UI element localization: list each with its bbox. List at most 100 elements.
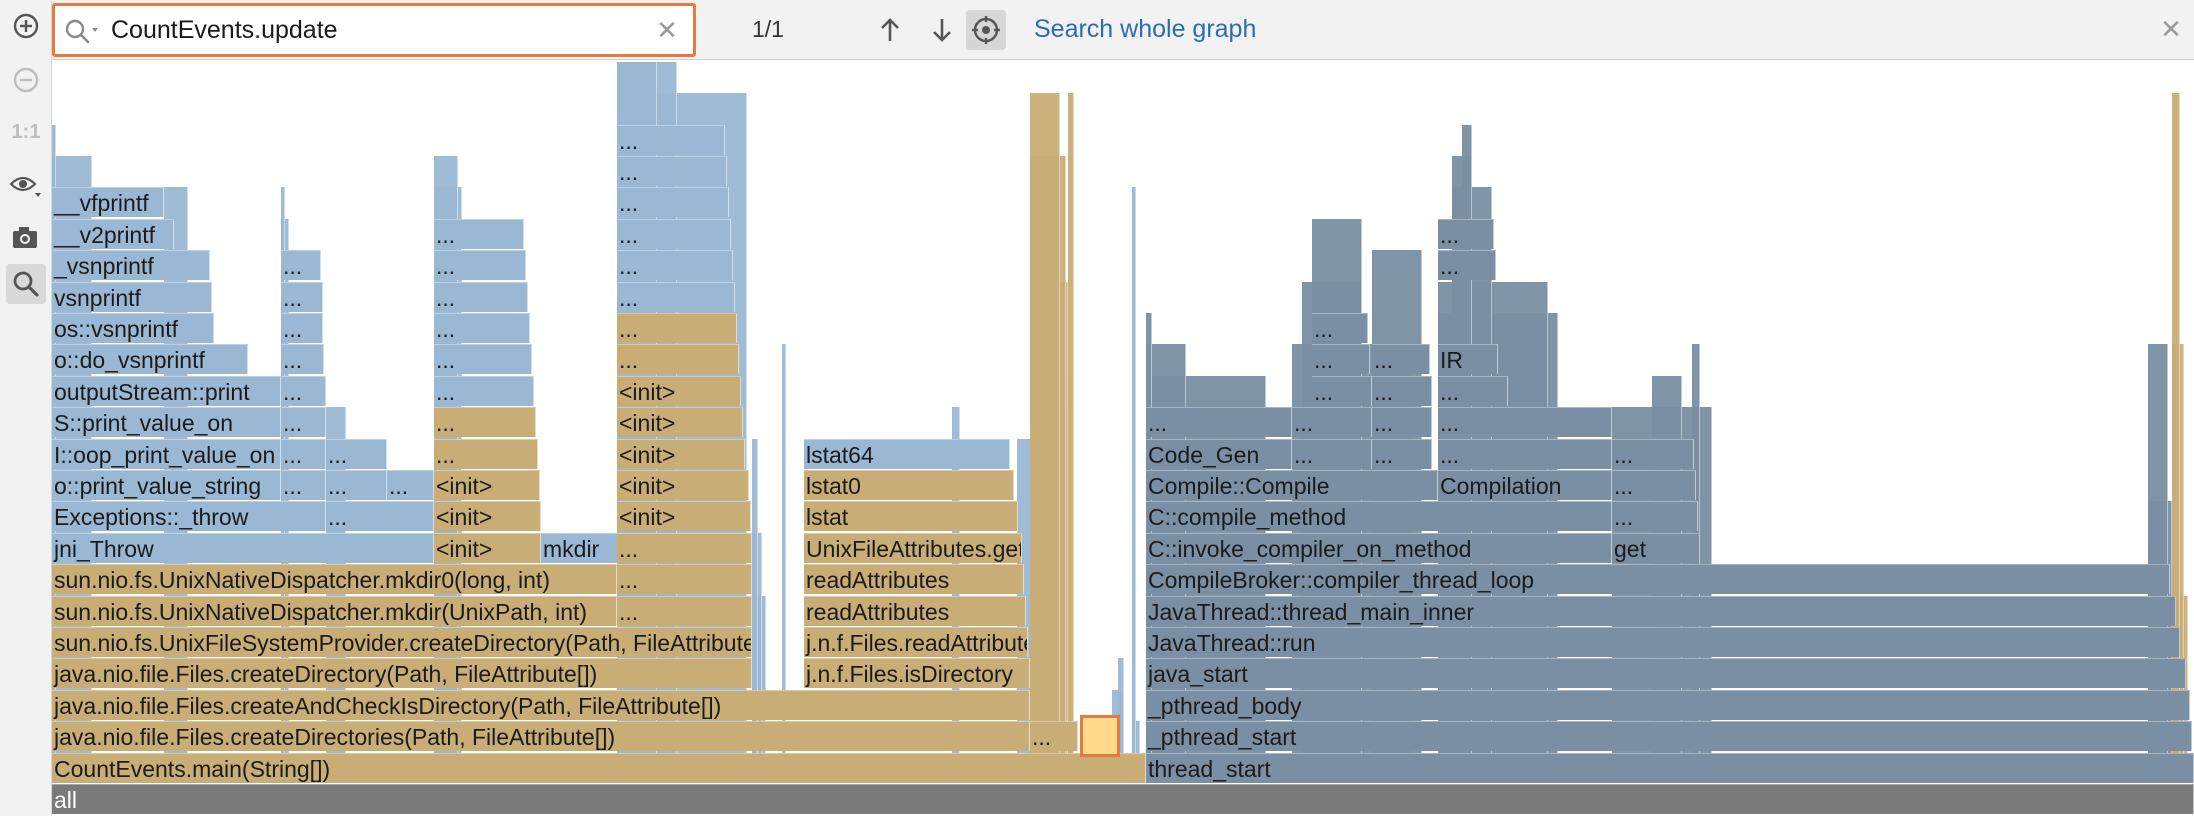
- flame-sliver[interactable]: [1132, 721, 1140, 754]
- flame-frame[interactable]: thread_start: [1146, 752, 2194, 783]
- previous-occurrence-button[interactable]: [870, 10, 910, 50]
- flame-frame[interactable]: ...: [617, 281, 735, 312]
- flame-frame[interactable]: os::vsnprintf: [52, 313, 214, 343]
- flame-frame[interactable]: CompileBroker::compiler_thread_loop: [1146, 564, 2170, 595]
- flame-frame[interactable]: ...: [617, 218, 731, 249]
- flame-frame[interactable]: ...: [434, 438, 538, 469]
- root-frame[interactable]: all: [52, 784, 2194, 814]
- flame-frame[interactable]: ...: [326, 470, 387, 500]
- flame-frame[interactable]: lstat: [804, 501, 1018, 532]
- flame-frame[interactable]: <init>: [617, 375, 741, 406]
- flame-frame[interactable]: ...: [326, 501, 434, 532]
- flame-frame[interactable]: <init>: [434, 532, 541, 563]
- flame-frame[interactable]: sun.nio.fs.UnixNativeDispatcher.mkdir0(l…: [52, 564, 617, 595]
- flame-frame[interactable]: ...: [281, 344, 324, 375]
- flame-frame[interactable]: ...: [617, 344, 739, 375]
- flame-frame[interactable]: Compilation: [1438, 470, 1612, 500]
- flame-graph[interactable]: all CountEvents.main(String[]) thread_sta…: [52, 62, 2194, 816]
- flame-frame[interactable]: ...: [1612, 501, 1698, 532]
- flame-frame[interactable]: ...: [617, 595, 752, 626]
- flame-frame[interactable]: ...: [1372, 438, 1432, 469]
- flame-frame[interactable]: ...: [1438, 218, 1494, 249]
- flame-frame[interactable]: <init>: [617, 438, 745, 469]
- flame-frame[interactable]: ...: [434, 344, 532, 375]
- flame-frame[interactable]: java.nio.file.Files.createDirectories(Pa…: [52, 721, 1030, 752]
- zoom-in-button[interactable]: [6, 6, 46, 46]
- flame-frame[interactable]: CountEvents.main(String[]): [52, 752, 1146, 783]
- flame-frame[interactable]: jni_Throw: [52, 532, 434, 563]
- flame-frame[interactable]: UnixFileAttributes.get: [804, 532, 1022, 563]
- search-toggle-button[interactable]: [6, 264, 46, 304]
- flame-frame[interactable]: ...: [281, 375, 326, 406]
- flame-frame[interactable]: Exceptions::_throw: [52, 501, 326, 532]
- flame-frame[interactable]: _pthread_body: [1146, 689, 2190, 720]
- flame-frame[interactable]: <init>: [617, 470, 749, 500]
- flame-sliver[interactable]: [752, 438, 758, 754]
- flame-frame[interactable]: ...: [434, 407, 536, 438]
- flame-frame[interactable]: lstat0: [804, 470, 1014, 500]
- flame-sliver[interactable]: [1068, 93, 1074, 754]
- flame-frame[interactable]: ...: [1438, 407, 1612, 438]
- flame-frame[interactable]: ...: [281, 281, 323, 312]
- flame-frame[interactable]: o::print_value_string: [52, 470, 281, 500]
- flame-frame[interactable]: ...: [281, 470, 326, 500]
- flame-frame[interactable]: ...: [1372, 407, 1432, 438]
- flame-frame[interactable]: ...: [617, 156, 727, 186]
- flame-frame[interactable]: sun.nio.fs.UnixNativeDispatcher.mkdir(Un…: [52, 595, 617, 626]
- clear-search-icon[interactable]: ✕: [656, 15, 678, 45]
- screenshot-button[interactable]: [6, 218, 46, 258]
- flame-frame[interactable]: ...: [1372, 375, 1432, 406]
- flame-frame[interactable]: ...: [1312, 313, 1368, 343]
- flame-frame[interactable]: Code_Gen: [1146, 438, 1292, 469]
- flame-frame[interactable]: ...: [434, 250, 526, 281]
- flame-frame[interactable]: <init>: [617, 501, 751, 532]
- flame-frame[interactable]: S::print_value_on: [52, 407, 281, 438]
- flame-frame[interactable]: _vsnprintf: [52, 250, 210, 281]
- flame-frame[interactable]: C::compile_method: [1146, 501, 1612, 532]
- search-whole-graph-link[interactable]: Search whole graph: [1034, 15, 1257, 43]
- flame-frame[interactable]: ...: [1312, 375, 1372, 406]
- flame-frame[interactable]: ...: [281, 407, 326, 438]
- flame-frame[interactable]: ...: [281, 313, 323, 343]
- zoom-out-button[interactable]: [6, 60, 46, 100]
- flame-frame[interactable]: ...: [617, 187, 729, 218]
- flame-frame[interactable]: ...: [434, 375, 534, 406]
- flame-frame[interactable]: vsnprintf: [52, 281, 212, 312]
- flame-frame[interactable]: ...: [617, 532, 752, 563]
- flame-frame[interactable]: ...: [1438, 375, 1508, 406]
- flame-frame[interactable]: IR: [1438, 344, 1498, 375]
- flame-frame[interactable]: ...: [434, 218, 524, 249]
- flame-frame[interactable]: ...: [617, 124, 725, 155]
- search-field[interactable]: ✕: [52, 3, 696, 57]
- flame-sliver[interactable]: [1030, 93, 1060, 754]
- flame-frame[interactable]: sun.nio.fs.UnixFileSystemProvider.create…: [52, 627, 752, 657]
- flame-frame[interactable]: ...: [617, 313, 737, 343]
- flame-frame[interactable]: outputStream::print: [52, 375, 281, 406]
- flame-frame[interactable]: Compile::Compile: [1146, 470, 1438, 500]
- flame-frame[interactable]: ...: [1292, 407, 1372, 438]
- flame-frame[interactable]: lstat64: [804, 438, 1010, 469]
- flame-frame[interactable]: ...: [1372, 344, 1430, 375]
- flame-frame[interactable]: o::do_vsnprintf: [52, 344, 248, 375]
- flame-frame[interactable]: ...: [387, 470, 434, 500]
- flame-sliver[interactable]: [2172, 93, 2180, 754]
- flame-frame[interactable]: ...: [434, 281, 528, 312]
- flame-frame[interactable]: ...: [1146, 407, 1292, 438]
- flame-frame[interactable]: ...: [617, 250, 733, 281]
- flame-frame[interactable]: ...: [1438, 250, 1496, 281]
- search-match-frame[interactable]: [1080, 715, 1120, 758]
- flame-frame[interactable]: ...: [1612, 470, 1696, 500]
- flame-frame[interactable]: java_start: [1146, 658, 2186, 689]
- flame-frame[interactable]: JavaThread::run: [1146, 627, 2180, 657]
- flame-frame[interactable]: JavaThread::thread_main_inner: [1146, 595, 2176, 626]
- flame-frame[interactable]: readAttributes: [804, 564, 1024, 595]
- flame-frame[interactable]: ...: [617, 564, 752, 595]
- flame-frame[interactable]: ...: [1312, 344, 1370, 375]
- close-icon[interactable]: ✕: [2160, 14, 2182, 44]
- flame-frame[interactable]: <init>: [434, 470, 540, 500]
- search-input[interactable]: [111, 12, 631, 48]
- flame-frame[interactable]: ...: [1292, 438, 1372, 469]
- flame-frame[interactable]: <init>: [617, 407, 743, 438]
- flame-frame[interactable]: __vfprintf: [52, 187, 164, 218]
- next-occurrence-button[interactable]: [922, 10, 962, 50]
